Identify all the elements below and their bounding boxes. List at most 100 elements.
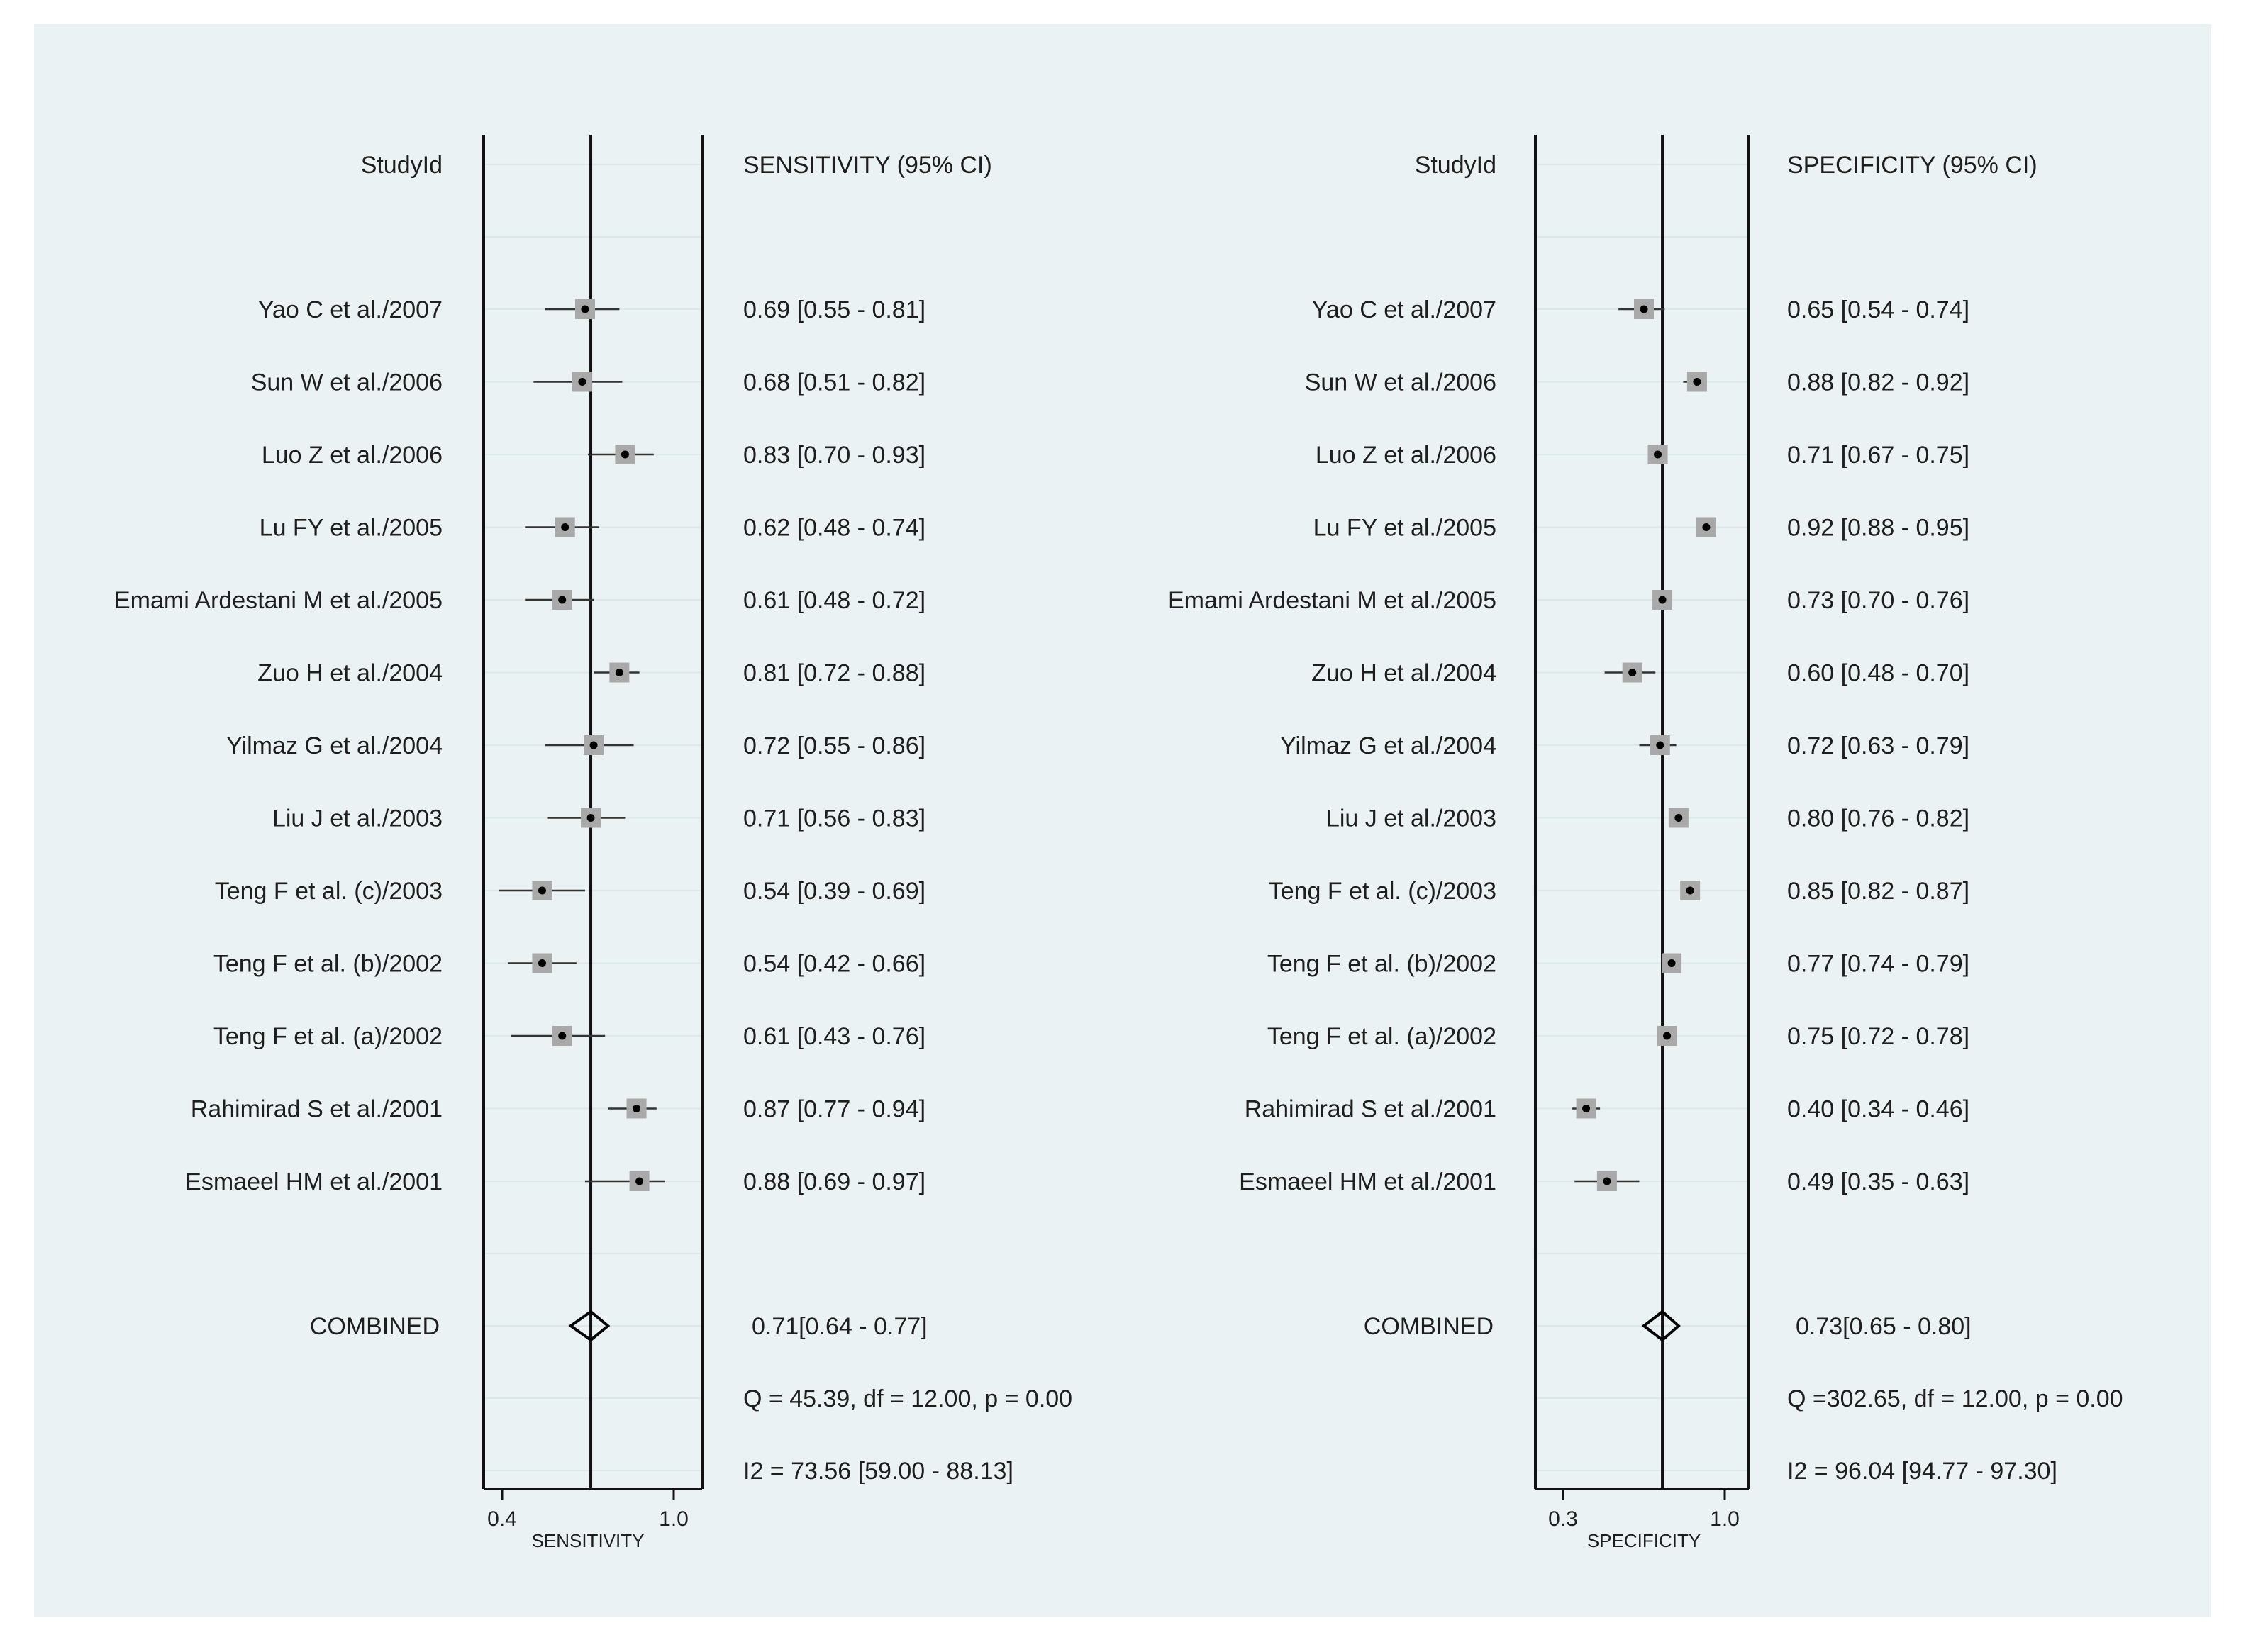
study-estimate-text: 0.87 [0.77 - 0.94] bbox=[743, 1096, 925, 1123]
study-label: Teng F et al. (b)/2002 bbox=[1267, 951, 1496, 978]
study-estimate-text: 0.54 [0.39 - 0.69] bbox=[743, 878, 925, 905]
study-estimate-text: 0.81 [0.72 - 0.88] bbox=[743, 660, 925, 687]
point-estimate-dot bbox=[581, 305, 589, 313]
study-column-header: StudyId bbox=[361, 152, 443, 179]
point-estimate-dot bbox=[589, 741, 598, 749]
study-estimate-text: 0.49 [0.35 - 0.63] bbox=[1787, 1168, 1969, 1195]
study-estimate-text: 0.68 [0.51 - 0.82] bbox=[743, 369, 925, 396]
point-estimate-dot bbox=[1686, 886, 1694, 895]
point-estimate-dot bbox=[1658, 596, 1667, 604]
study-estimate-text: 0.71 [0.67 - 0.75] bbox=[1787, 442, 1969, 469]
study-estimate-text: 0.80 [0.76 - 0.82] bbox=[1787, 805, 1969, 832]
study-estimate-text: 0.54 [0.42 - 0.66] bbox=[743, 951, 925, 978]
combined-estimate-text: 0.71[0.64 - 0.77] bbox=[752, 1313, 928, 1340]
heterogeneity-q: Q =302.65, df = 12.00, p = 0.00 bbox=[1787, 1385, 2123, 1412]
point-estimate-dot bbox=[561, 523, 569, 531]
point-estimate-dot bbox=[558, 596, 567, 604]
study-label: Rahimirad S et al./2001 bbox=[1245, 1096, 1496, 1123]
study-label: Teng F et al. (a)/2002 bbox=[213, 1023, 443, 1050]
study-estimate-text: 0.92 [0.88 - 0.95] bbox=[1787, 515, 1969, 542]
study-label: Esmaeel HM et al./2001 bbox=[1239, 1168, 1496, 1195]
study-label: Lu FY et al./2005 bbox=[1313, 515, 1496, 542]
study-estimate-text: 0.62 [0.48 - 0.74] bbox=[743, 515, 925, 542]
point-estimate-dot bbox=[1663, 1032, 1672, 1040]
point-estimate-dot bbox=[1693, 378, 1701, 386]
point-estimate-dot bbox=[578, 378, 586, 386]
x-axis-title: SPECIFICITY bbox=[1587, 1530, 1701, 1551]
study-estimate-text: 0.75 [0.72 - 0.78] bbox=[1787, 1023, 1969, 1050]
study-label: Zuo H et al./2004 bbox=[257, 660, 443, 687]
x-tick-label: 0.4 bbox=[487, 1507, 517, 1531]
study-estimate-text: 0.65 [0.54 - 0.74] bbox=[1787, 296, 1969, 323]
point-estimate-dot bbox=[586, 814, 595, 822]
study-label: Rahimirad S et al./2001 bbox=[191, 1096, 443, 1123]
study-estimate-text: 0.72 [0.63 - 0.79] bbox=[1787, 732, 1969, 759]
study-column-header: StudyId bbox=[1415, 152, 1496, 179]
point-estimate-dot bbox=[1654, 450, 1662, 459]
point-estimate-dot bbox=[621, 450, 629, 459]
point-estimate-dot bbox=[1640, 305, 1648, 313]
heterogeneity-q: Q = 45.39, df = 12.00, p = 0.00 bbox=[743, 1385, 1072, 1412]
x-tick-label: 0.3 bbox=[1548, 1507, 1578, 1531]
point-estimate-dot bbox=[1674, 814, 1683, 822]
x-tick-label: 1.0 bbox=[659, 1507, 689, 1531]
study-label: Teng F et al. (a)/2002 bbox=[1267, 1023, 1496, 1050]
combined-diamond bbox=[1641, 1310, 1681, 1342]
point-estimate-dot bbox=[538, 886, 546, 895]
study-estimate-text: 0.60 [0.48 - 0.70] bbox=[1787, 660, 1969, 687]
study-estimate-text: 0.83 [0.70 - 0.93] bbox=[743, 442, 925, 469]
study-label: Teng F et al. (c)/2003 bbox=[1269, 878, 1496, 905]
combined-diamond bbox=[568, 1310, 611, 1342]
study-label: Luo Z et al./2006 bbox=[1316, 442, 1496, 469]
point-estimate-dot bbox=[538, 959, 546, 967]
heterogeneity-i2: I2 = 73.56 [59.00 - 88.13] bbox=[743, 1458, 1013, 1485]
point-estimate-dot bbox=[615, 669, 623, 676]
study-estimate-text: 0.88 [0.82 - 0.92] bbox=[1787, 369, 1969, 396]
point-estimate-dot bbox=[635, 1177, 644, 1185]
heterogeneity-i2: I2 = 96.04 [94.77 - 97.30] bbox=[1787, 1458, 2057, 1485]
combined-label: COMBINED bbox=[310, 1313, 440, 1340]
point-estimate-dot bbox=[1667, 959, 1676, 967]
study-estimate-text: 0.88 [0.69 - 0.97] bbox=[743, 1168, 925, 1195]
combined-estimate-text: 0.73[0.65 - 0.80] bbox=[1796, 1313, 1972, 1340]
x-tick-label: 1.0 bbox=[1710, 1507, 1740, 1531]
point-estimate-dot bbox=[1656, 741, 1664, 749]
study-label: Yao C et al./2007 bbox=[258, 296, 443, 323]
x-axis-title: SENSITIVITY bbox=[532, 1530, 645, 1551]
study-estimate-text: 0.71 [0.56 - 0.83] bbox=[743, 805, 925, 832]
study-estimate-text: 0.77 [0.74 - 0.79] bbox=[1787, 951, 1969, 978]
study-label: Liu J et al./2003 bbox=[272, 805, 443, 832]
point-estimate-dot bbox=[558, 1032, 567, 1040]
study-label: Sun W et al./2006 bbox=[251, 369, 443, 396]
stat-column-header: SPECIFICITY (95% CI) bbox=[1787, 152, 2037, 179]
stat-column-header: SENSITIVITY (95% CI) bbox=[743, 152, 992, 179]
study-estimate-text: 0.61 [0.43 - 0.76] bbox=[743, 1023, 925, 1050]
study-estimate-text: 0.69 [0.55 - 0.81] bbox=[743, 296, 925, 323]
study-label: Teng F et al. (c)/2003 bbox=[215, 878, 443, 905]
study-label: Esmaeel HM et al./2001 bbox=[185, 1168, 443, 1195]
study-label: Zuo H et al./2004 bbox=[1311, 660, 1496, 687]
study-label: Lu FY et al./2005 bbox=[260, 515, 443, 542]
study-label: Yilmaz G et al./2004 bbox=[226, 732, 443, 759]
study-label: Liu J et al./2003 bbox=[1326, 805, 1496, 832]
point-estimate-dot bbox=[1582, 1105, 1591, 1112]
study-estimate-text: 0.85 [0.82 - 0.87] bbox=[1787, 878, 1969, 905]
figure-background bbox=[34, 24, 2211, 1617]
point-estimate-dot bbox=[1603, 1177, 1611, 1185]
study-label: Emami Ardestani M et al./2005 bbox=[114, 587, 443, 614]
study-label: Yao C et al./2007 bbox=[1312, 296, 1496, 323]
point-estimate-dot bbox=[633, 1105, 641, 1112]
study-estimate-text: 0.40 [0.34 - 0.46] bbox=[1787, 1096, 1969, 1123]
study-estimate-text: 0.72 [0.55 - 0.86] bbox=[743, 732, 925, 759]
study-estimate-text: 0.73 [0.70 - 0.76] bbox=[1787, 587, 1969, 614]
study-estimate-text: 0.61 [0.48 - 0.72] bbox=[743, 587, 925, 614]
study-label: Yilmaz G et al./2004 bbox=[1280, 732, 1496, 759]
point-estimate-dot bbox=[1628, 669, 1637, 676]
combined-label: COMBINED bbox=[1364, 1313, 1494, 1340]
point-estimate-dot bbox=[1702, 523, 1711, 531]
study-label: Luo Z et al./2006 bbox=[262, 442, 443, 469]
study-label: Sun W et al./2006 bbox=[1305, 369, 1496, 396]
study-label: Teng F et al. (b)/2002 bbox=[213, 951, 443, 978]
study-label: Emami Ardestani M et al./2005 bbox=[1168, 587, 1496, 614]
